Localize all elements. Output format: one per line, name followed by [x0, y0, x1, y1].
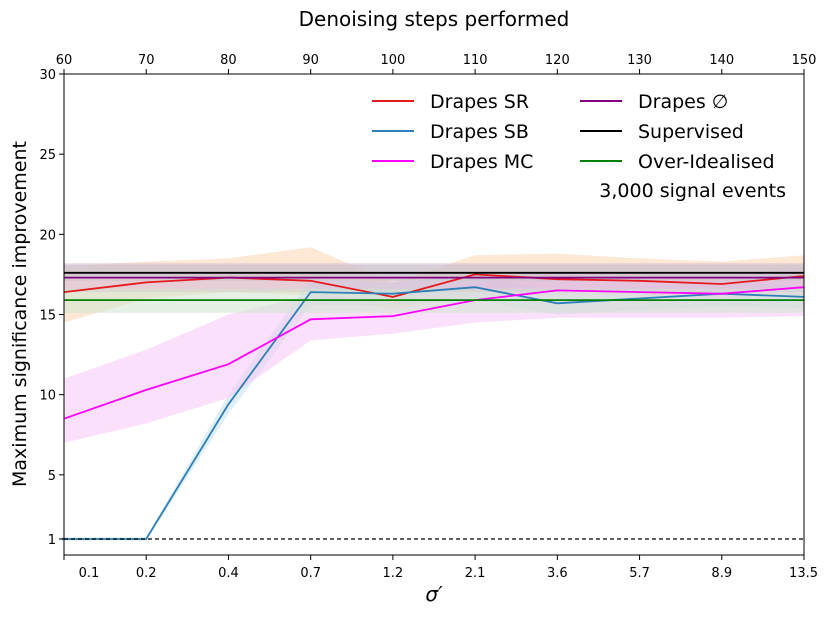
x-axis-bottom: 0.1 0.2 0.4 0.7 1.2 2.1 3.6 5.7 8.9 13.5 — [63, 555, 818, 581]
x-tick-label-1-2: 1.2 — [383, 566, 404, 581]
y-tick-label-15: 15 — [39, 309, 56, 324]
x-tick-label-0-7: 0.7 — [300, 566, 321, 581]
x-tick-label-0-2: 0.2 — [136, 566, 157, 581]
y-tick-label-30: 30 — [39, 68, 56, 83]
y-axis-label: Maximum significance improvement — [9, 141, 31, 487]
line-drapes-sb — [61, 286, 805, 540]
legend-label-over-idealised: Over-Idealised — [638, 151, 775, 173]
top-tick-label-80: 80 — [220, 53, 237, 68]
x-tick-label-13-5: 13.5 — [789, 566, 818, 581]
x-axis-label: σ′ — [425, 582, 443, 606]
top-tick-label-130: 130 — [627, 53, 652, 68]
top-tick-label-60: 60 — [56, 53, 73, 68]
top-tick-label-120: 120 — [545, 53, 570, 68]
y-tick-label-10: 10 — [39, 389, 56, 404]
legend: Drapes SR Drapes SB Drapes MC Drapes ∅ Super… — [372, 91, 775, 173]
x-tick-label-0-4: 0.4 — [218, 566, 239, 581]
top-tick-label-150: 150 — [792, 53, 817, 68]
top-tick-label-110: 110 — [463, 53, 488, 68]
y-tick-label-25: 25 — [39, 148, 56, 163]
legend-label-drapes-mc: Drapes MC — [430, 151, 533, 173]
legend-label-drapes-empty: Drapes ∅ — [638, 91, 728, 113]
y-tick-label-20: 20 — [39, 228, 56, 243]
x-tick-label-3-6: 3.6 — [547, 566, 568, 581]
series-lines — [61, 271, 805, 540]
x-tick-label-8-9: 8.9 — [711, 566, 732, 581]
x-tick-label-0-1: 0.1 — [79, 566, 100, 581]
line-drapes-mc — [63, 286, 805, 420]
legend-label-drapes-sr: Drapes SR — [430, 91, 529, 113]
line-drapes-sr — [63, 273, 805, 298]
x-tick-label-5-7: 5.7 — [629, 566, 650, 581]
annotation-signal-events: 3,000 signal events — [599, 180, 786, 202]
legend-label-supervised: Supervised — [638, 121, 744, 143]
top-tick-label-90: 90 — [302, 53, 319, 68]
x-axis-top: 60 70 80 90 100 110 120 130 140 150 — [56, 53, 817, 74]
y-tick-label-1: 1 — [48, 533, 56, 548]
x-tick-label-2-1: 2.1 — [465, 566, 486, 581]
top-tick-label-70: 70 — [138, 53, 155, 68]
top-axis-label: Denoising steps performed — [299, 7, 570, 31]
top-tick-label-140: 140 — [709, 53, 734, 68]
legend-label-drapes-sb: Drapes SB — [430, 121, 529, 143]
top-tick-label-100: 100 — [380, 53, 405, 68]
y-tick-label-5: 5 — [48, 469, 56, 484]
